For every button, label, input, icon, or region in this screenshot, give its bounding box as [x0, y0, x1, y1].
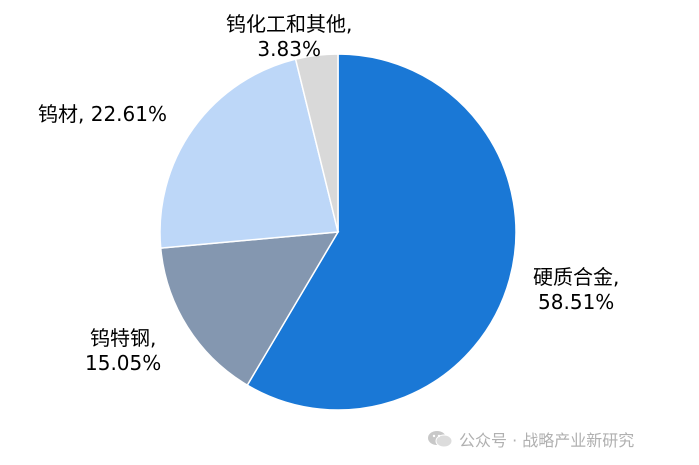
slice-label-tungsten-material-text: 钨材, 22.61% [38, 102, 167, 126]
slice-label-chemical-value: 3.83% [257, 37, 321, 61]
slice-label-tungsten-special-steel: 钨特钢, 15.05% [85, 326, 161, 376]
slice-label-hard-alloy-value: 58.51% [538, 290, 615, 314]
slice-tungsten-material [159, 58, 339, 249]
watermark-text: 公众号 · 战略产业新研究 [459, 431, 635, 450]
slice-label-special-steel-value: 15.05% [85, 351, 162, 375]
slice-label-hard-alloy-name: 硬质合金, [533, 265, 620, 289]
slice-label-special-steel-name: 钨特钢, [89, 326, 157, 350]
slice-tungsten-special-steel [159, 231, 340, 387]
slice-label-chemical-name: 钨化工和其他, [226, 12, 353, 36]
wechat-icon [427, 430, 453, 448]
slice-hard-alloy [246, 53, 517, 411]
slice-label-hard-alloy: 硬质合金, 58.51% [533, 265, 619, 315]
slice-label-tungsten-chemical-other: 钨化工和其他, 3.83% [226, 12, 352, 62]
watermark: 公众号 · 战略产业新研究 [427, 427, 634, 451]
slice-tungsten-chemical-other [294, 53, 339, 233]
slice-label-tungsten-material: 钨材, 22.61% [38, 102, 167, 127]
